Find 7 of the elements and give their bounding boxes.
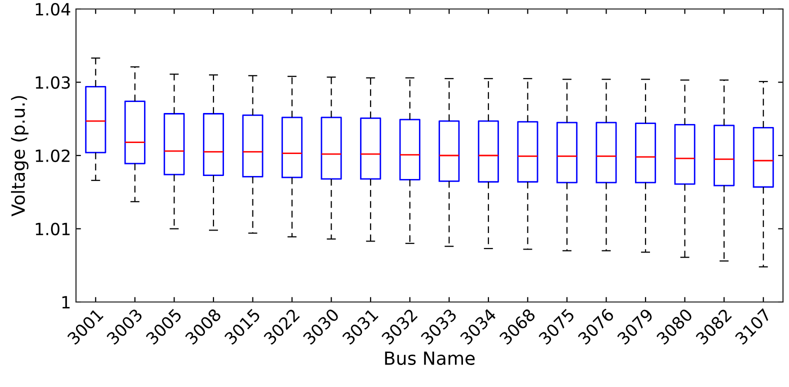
y-axis-title: Voltage (p.u.) [11,96,28,216]
y-tick-label: 1.04 [36,2,70,16]
x-axis-title: Bus Name [385,352,475,366]
y-tick-label: 1.03 [36,76,70,89]
y-tick-label: 1.02 [36,149,70,162]
y-tick-label: 1 [62,296,70,308]
y-tick-label: 1.01 [36,222,70,236]
